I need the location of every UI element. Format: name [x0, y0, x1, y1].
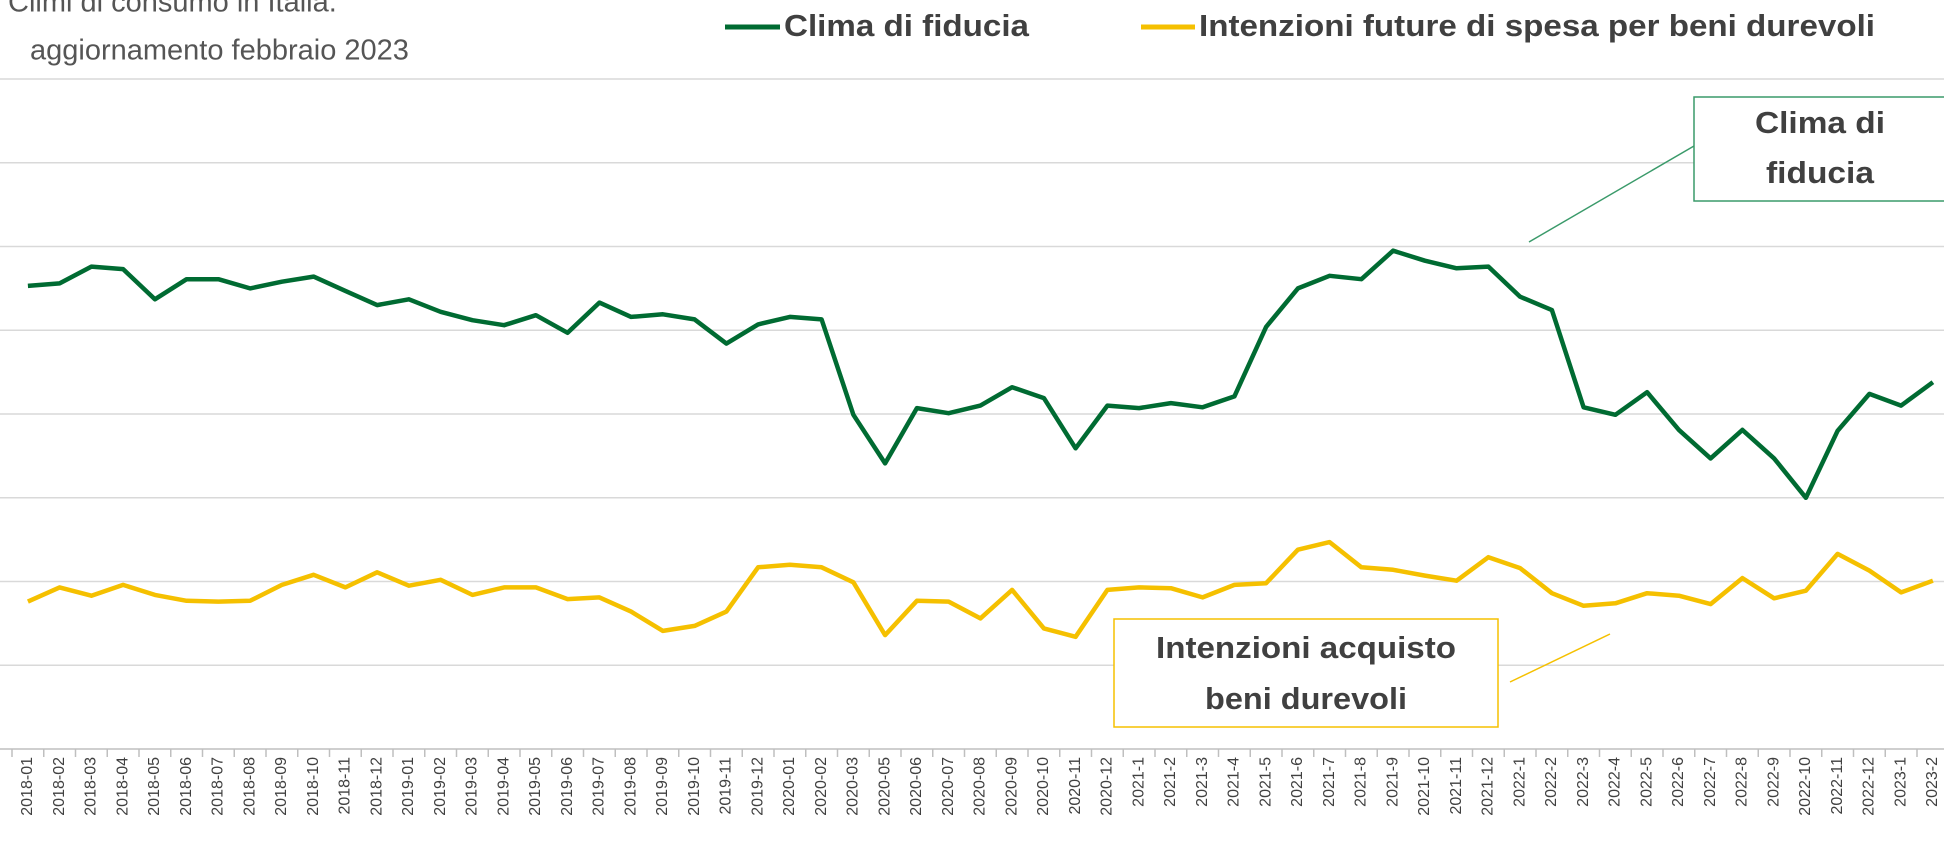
legend-label: Intenzioni future di spesa per beni dure…: [1199, 8, 1875, 43]
x-tick-label: 2018-09: [273, 757, 290, 816]
x-tick-label: 2021-2: [1162, 757, 1179, 807]
x-tick-label: 2021-8: [1353, 757, 1370, 807]
x-tick-label: 2019-08: [622, 757, 639, 816]
x-tick-label: 2020-11: [1067, 757, 1084, 815]
annotation-text: beni durevoli: [1205, 681, 1407, 716]
x-tick-label: 2019-10: [686, 757, 703, 816]
annotation-text: Intenzioni acquisto: [1156, 630, 1456, 665]
x-tick-label: 2023-2: [1924, 757, 1941, 807]
x-tick-label: 2021-12: [1480, 757, 1497, 816]
x-tick-label: 2019-01: [400, 757, 417, 816]
chart-subtitle: aggiornamento febbraio 2023: [30, 35, 409, 67]
x-tick-label: 2020-03: [845, 757, 862, 816]
x-tick-label: 2020-10: [1035, 757, 1052, 816]
x-tick-label: 2019-03: [464, 757, 481, 816]
x-tick-label: 2018-02: [51, 757, 68, 816]
annotation-connector: [1509, 633, 1611, 683]
x-tick-label: 2021-7: [1321, 757, 1338, 807]
x-tick-label: 2018-08: [241, 757, 258, 816]
x-tick-label: 2022-10: [1797, 757, 1814, 816]
x-tick-label: 2020-05: [876, 757, 893, 816]
x-tick-label: 2019-05: [527, 757, 544, 816]
x-tick-label: 2022-2: [1543, 757, 1560, 807]
x-tick-label: 2022-11: [1829, 757, 1846, 815]
x-tick-label: 2020-02: [813, 757, 830, 816]
annotation-box: [1113, 618, 1499, 728]
x-tick-label: 2020-12: [1099, 757, 1116, 816]
annotation-box: [1693, 96, 1944, 202]
x-tick-label: 2022-7: [1702, 757, 1719, 807]
x-tick-label: 2018-06: [178, 757, 195, 816]
x-tick-label: 2018-05: [146, 757, 163, 816]
x-tick-label: 2021-1: [1130, 757, 1147, 807]
x-tick-label: 2021-6: [1289, 757, 1306, 807]
annotation-text: fiducia: [1766, 155, 1875, 190]
x-tick-label: 2018-11: [337, 757, 354, 815]
x-tick-label: 2018-03: [83, 757, 100, 816]
legend-label: Clima di fiducia: [784, 8, 1030, 43]
series-line: [27, 248, 1935, 501]
x-tick-label: 2022-1: [1511, 757, 1528, 807]
x-tick-label: 2018-07: [210, 757, 227, 816]
annotation-connector: [1528, 145, 1695, 243]
x-tick-label: 2019-02: [432, 757, 449, 816]
x-tick-label: 2022-4: [1607, 757, 1624, 807]
x-tick-label: 2018-04: [114, 757, 131, 816]
x-tick-label: 2022-5: [1638, 757, 1655, 807]
x-tick-label: 2021-3: [1194, 757, 1211, 807]
x-tick-label: 2018-01: [19, 757, 36, 816]
chart-title: Climi di consumo in Italia.: [8, 0, 337, 19]
x-tick-label: 2022-8: [1734, 757, 1751, 807]
x-tick-label: 2019-07: [591, 757, 608, 816]
x-tick-label: 2022-12: [1861, 757, 1878, 816]
x-tick-label: 2020-08: [972, 757, 989, 816]
x-tick-label: 2020-07: [940, 757, 957, 816]
x-tick-label: 2019-04: [495, 757, 512, 816]
x-tick-label: 2019-09: [654, 757, 671, 816]
x-tick-label: 2020-09: [1003, 757, 1020, 816]
x-tick-label: 2019-06: [559, 757, 576, 816]
x-tick-label: 2023-1: [1892, 757, 1909, 807]
x-tick-label: 2022-6: [1670, 757, 1687, 807]
x-tick-label: 2021-5: [1257, 757, 1274, 807]
x-tick-label: 2020-06: [908, 757, 925, 816]
series-line: [26, 539, 1934, 640]
x-tick-label: 2019-11: [718, 757, 735, 815]
x-tick-label: 2022-3: [1575, 757, 1592, 807]
x-tick-label: 2018-12: [368, 757, 385, 816]
x-tick-label: 2020-01: [781, 757, 798, 816]
x-tick-label: 2019-12: [749, 757, 766, 816]
x-tick-label: 2021-10: [1416, 757, 1433, 816]
x-tick-label: 2021-4: [1226, 757, 1243, 807]
annotation-text: Clima di: [1755, 105, 1885, 140]
x-tick-label: 2021-11: [1448, 757, 1465, 815]
x-tick-label: 2022-9: [1765, 757, 1782, 807]
x-tick-label: 2018-10: [305, 757, 322, 816]
x-tick-label: 2021-9: [1384, 757, 1401, 807]
